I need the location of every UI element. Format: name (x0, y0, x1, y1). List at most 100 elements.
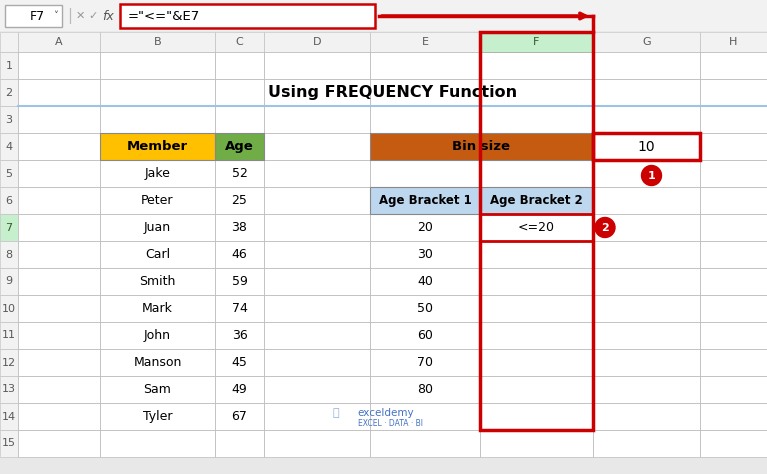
Text: 4: 4 (5, 142, 12, 152)
Bar (700, 32, 767, 52)
Bar (215, 322, 264, 349)
Bar (215, 106, 264, 133)
Bar (593, 214, 700, 241)
Bar (264, 349, 370, 376)
Bar (370, 160, 480, 187)
Bar (100, 52, 215, 79)
Text: 52: 52 (232, 167, 248, 180)
Text: exceldemy: exceldemy (357, 409, 414, 419)
Bar (215, 376, 264, 403)
Bar (18, 430, 100, 457)
Bar (215, 106, 264, 133)
Bar (215, 52, 264, 79)
Bar (593, 349, 700, 376)
Bar (370, 349, 480, 376)
Bar (480, 268, 593, 295)
Bar (0, 52, 18, 79)
Bar (480, 268, 593, 295)
Bar (100, 430, 215, 457)
Bar (0, 403, 18, 430)
Bar (593, 322, 700, 349)
Bar (370, 376, 480, 403)
Bar (480, 403, 593, 430)
Bar (215, 241, 264, 268)
Text: ="<="&E7: ="<="&E7 (128, 9, 200, 22)
Bar (264, 106, 370, 133)
Bar (593, 376, 700, 403)
Bar (100, 79, 215, 106)
Bar (700, 376, 767, 403)
Bar (0, 32, 18, 52)
Bar (593, 160, 700, 187)
Bar (264, 241, 370, 268)
Bar (100, 376, 215, 403)
Bar (18, 322, 100, 349)
Bar (370, 295, 480, 322)
Bar (0, 376, 18, 403)
Bar (100, 32, 215, 52)
Bar (100, 214, 215, 241)
Bar (480, 214, 593, 241)
Text: 8: 8 (5, 249, 12, 259)
Text: Age Bracket 2: Age Bracket 2 (490, 194, 583, 207)
Bar (593, 187, 700, 214)
Text: B: B (153, 37, 161, 47)
Bar (0, 322, 18, 349)
Text: 1: 1 (647, 171, 655, 181)
Bar (18, 376, 100, 403)
Bar (480, 214, 593, 241)
Bar (700, 268, 767, 295)
Bar (593, 295, 700, 322)
Bar (700, 79, 767, 106)
Bar (264, 187, 370, 214)
Bar (0, 52, 18, 79)
Bar (100, 322, 215, 349)
Bar (264, 133, 370, 160)
Bar (100, 52, 215, 79)
Bar (215, 430, 264, 457)
Bar (18, 349, 100, 376)
Bar (480, 241, 593, 268)
Text: 9: 9 (5, 276, 12, 286)
Bar (0, 106, 18, 133)
Text: fx: fx (102, 9, 114, 22)
Bar (480, 187, 593, 214)
Bar (593, 79, 700, 106)
Bar (264, 160, 370, 187)
Text: 49: 49 (232, 383, 248, 396)
Bar (700, 133, 767, 160)
Bar (700, 52, 767, 79)
Bar (100, 349, 215, 376)
Bar (100, 214, 215, 241)
Bar (0, 187, 18, 214)
Bar (370, 79, 480, 106)
Bar (480, 133, 593, 160)
Bar (370, 133, 480, 160)
Bar (215, 187, 264, 214)
Bar (480, 376, 593, 403)
Bar (480, 295, 593, 322)
Bar (700, 322, 767, 349)
Bar (480, 32, 593, 52)
Bar (18, 241, 100, 268)
Bar (480, 133, 593, 160)
Bar (100, 268, 215, 295)
Text: A: A (55, 37, 63, 47)
Bar (100, 106, 215, 133)
Bar (370, 322, 480, 349)
Text: Bin size: Bin size (453, 140, 511, 153)
Bar (264, 403, 370, 430)
Bar (215, 403, 264, 430)
Bar (370, 295, 480, 322)
Bar (18, 79, 100, 106)
Text: 3: 3 (5, 115, 12, 125)
Text: 2: 2 (601, 222, 609, 233)
Bar (700, 187, 767, 214)
Bar (370, 268, 480, 295)
Text: 20: 20 (417, 221, 433, 234)
Bar (700, 322, 767, 349)
Text: 36: 36 (232, 329, 248, 342)
Text: Manson: Manson (133, 356, 182, 369)
Bar (215, 403, 264, 430)
Bar (0, 106, 18, 133)
